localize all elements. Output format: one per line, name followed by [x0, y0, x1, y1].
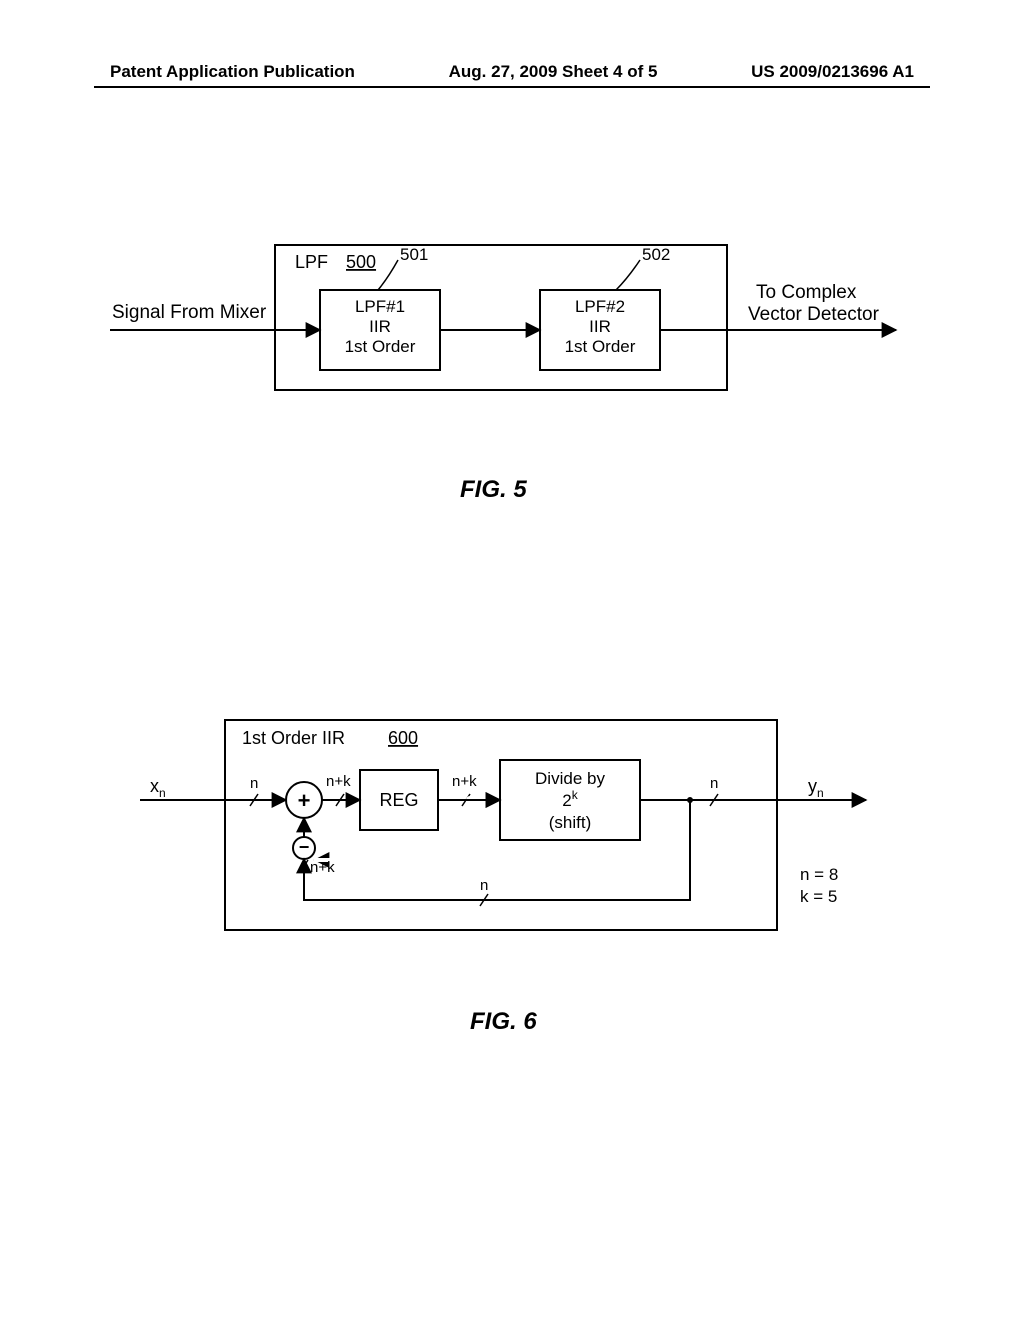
lpf-label: LPF — [295, 252, 328, 272]
lpf2-line1: LPF#2 — [575, 297, 625, 316]
param-k: k = 5 — [800, 887, 837, 906]
adder-minus: − — [299, 837, 310, 857]
bus-n-in: n — [250, 775, 258, 792]
lpf1-line1: LPF#1 — [355, 297, 405, 316]
yn-label: yn — [808, 776, 824, 800]
reg-label: REG — [379, 790, 418, 810]
lpf-ref: 500 — [346, 252, 376, 272]
bus-nk-1: n+k — [326, 773, 351, 790]
feedback-from-output — [304, 800, 690, 900]
bus-n-fb: n — [480, 877, 488, 894]
fig6-diagram: 1st Order IIR 600 + − REG Divide by 2k (… — [0, 560, 1024, 1080]
fig5-output-label-2: Vector Detector — [748, 304, 880, 325]
div-line2: 2k — [562, 788, 578, 810]
callout-501-line — [378, 260, 398, 290]
patch-overdraw-2 — [468, 802, 472, 862]
bus-n-out: n — [710, 775, 718, 792]
patch-overdraw — [314, 858, 472, 862]
fig5-input-label: Signal From Mixer — [112, 302, 267, 323]
fig5-diagram: LPF 500 LPF#1 IIR 1st Order LPF#2 IIR 1s… — [0, 0, 1024, 520]
iir-label: 1st Order IIR — [242, 728, 345, 748]
fig6-caption: FIG. 6 — [470, 1008, 537, 1036]
div-line1: Divide by — [535, 769, 605, 788]
div-line3: (shift) — [549, 813, 592, 832]
lpf2-line3: 1st Order — [565, 337, 636, 356]
bus-nk-2: n+k — [452, 773, 477, 790]
callout-502-line — [616, 260, 640, 290]
iir-ref: 600 — [388, 728, 418, 748]
lpf1-line2: IIR — [369, 317, 391, 336]
adder-plus: + — [298, 788, 311, 813]
fig5-output-label-1: To Complex — [756, 282, 857, 303]
bus-nk-fb: n+k — [310, 859, 335, 876]
fig5-caption: FIG. 5 — [460, 476, 527, 504]
callout-501: 501 — [400, 245, 428, 264]
param-n: n = 8 — [800, 865, 838, 884]
lpf1-line3: 1st Order — [345, 337, 416, 356]
xn-label: xn — [150, 776, 166, 800]
lpf2-line2: IIR — [589, 317, 611, 336]
callout-502: 502 — [642, 245, 670, 264]
